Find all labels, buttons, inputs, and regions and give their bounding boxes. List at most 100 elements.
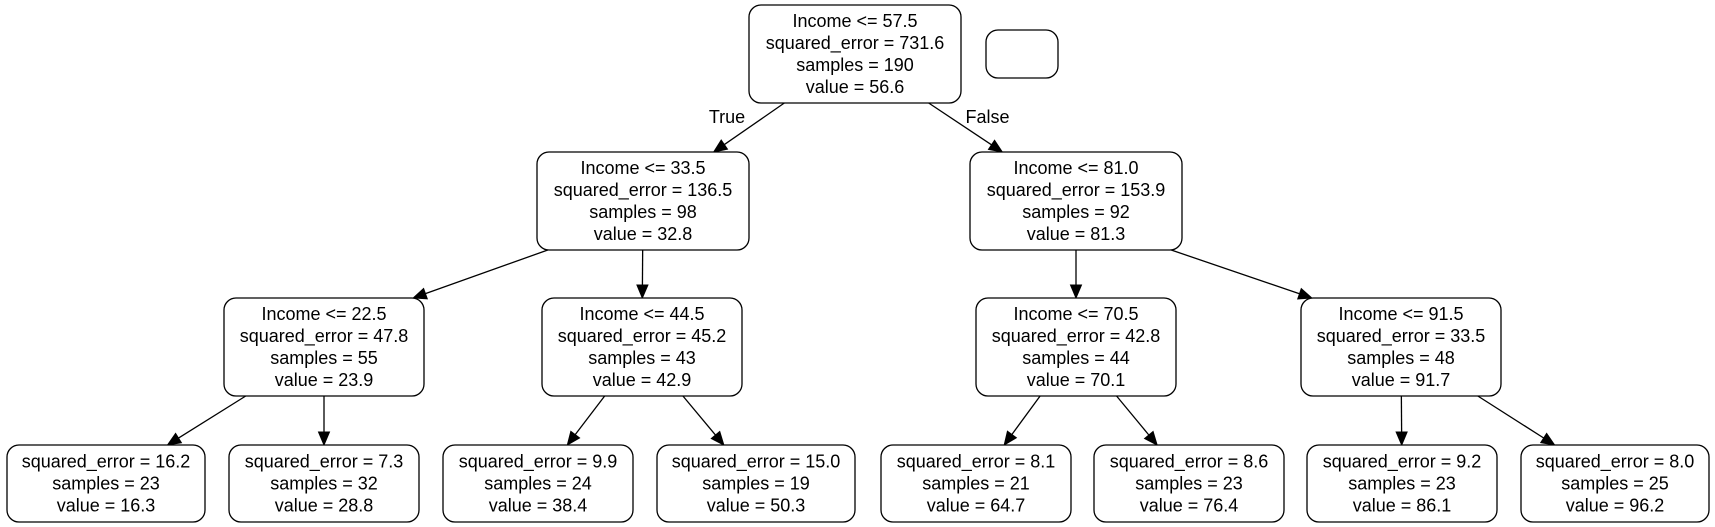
node-text-line: squared_error = 16.2 — [22, 452, 191, 473]
node-text-line: squared_error = 15.0 — [672, 452, 841, 473]
node-text-line: squared_error = 9.9 — [459, 452, 618, 473]
node-box — [1520, 444, 1710, 523]
node-text-line: samples = 43 — [588, 348, 696, 368]
tree-edge — [1170, 249, 1314, 300]
node-box — [223, 297, 425, 397]
node-text-line: squared_error = 153.9 — [987, 180, 1166, 201]
edge-line — [682, 395, 717, 436]
node-text-line: samples = 190 — [796, 55, 914, 75]
node-text-line: samples = 21 — [922, 474, 1030, 494]
edge-label: False — [965, 107, 1009, 127]
node-text-line: samples = 92 — [1022, 202, 1130, 222]
tree-edge — [566, 395, 606, 447]
arrowhead-icon — [987, 139, 1004, 153]
node-box — [975, 297, 1177, 397]
node-box — [969, 151, 1183, 251]
node-text-line: samples = 23 — [1135, 474, 1243, 494]
node-text-line: samples = 23 — [52, 474, 160, 494]
node-text-line: value = 16.3 — [57, 496, 156, 516]
node-box — [1300, 297, 1502, 397]
arrowhead-icon — [1069, 284, 1083, 300]
node-text-line: samples = 23 — [1348, 474, 1456, 494]
node-text-line: samples = 24 — [484, 474, 592, 494]
node-text-line: squared_error = 42.8 — [992, 326, 1161, 347]
node-text-line: samples = 98 — [589, 202, 697, 222]
arrowhead-icon — [317, 431, 331, 447]
arrowhead-icon — [411, 287, 429, 300]
node-box — [541, 297, 743, 397]
node-text-line: samples = 32 — [270, 474, 378, 494]
tree-edge: False — [928, 102, 1010, 153]
tree-edge — [1116, 395, 1158, 446]
tree-edge — [1477, 395, 1556, 446]
edge-label: True — [709, 107, 745, 127]
node-box — [1093, 444, 1285, 523]
node-text-line: value = 76.4 — [1140, 496, 1239, 516]
node-text-line: samples = 25 — [1561, 474, 1669, 494]
edge-line — [1011, 395, 1041, 435]
tree-edge — [411, 249, 549, 300]
legend-box — [985, 29, 1059, 79]
tree-edge — [166, 395, 247, 446]
node-text-line: squared_error = 9.2 — [1323, 452, 1482, 473]
node-text-line: Income <= 57.5 — [792, 11, 917, 31]
node-box — [656, 444, 856, 523]
node-text-line: value = 81.3 — [1027, 224, 1126, 244]
node-box — [6, 444, 206, 523]
edge-line — [1477, 395, 1545, 439]
node-text-line: Income <= 91.5 — [1338, 304, 1463, 324]
edge-line — [574, 395, 606, 436]
arrowhead-icon — [710, 430, 725, 446]
node-text-line: value = 64.7 — [927, 496, 1026, 516]
arrowhead-icon — [166, 432, 183, 446]
node-text-line: value = 96.2 — [1566, 496, 1665, 516]
node-text-line: value = 56.6 — [806, 77, 905, 97]
tree-edge — [317, 396, 331, 447]
node-text-line: value = 28.8 — [275, 496, 374, 516]
tree-edge — [1069, 250, 1083, 300]
node-text-line: Income <= 33.5 — [580, 158, 705, 178]
node-text-line: samples = 19 — [702, 474, 810, 494]
edge-line — [1170, 249, 1300, 295]
node-text-line: squared_error = 33.5 — [1317, 326, 1486, 347]
node-box — [228, 444, 420, 523]
node-text-line: squared_error = 731.6 — [766, 33, 945, 54]
edges-layer: True False — [166, 102, 1556, 447]
arrowhead-icon — [1395, 431, 1408, 447]
node-text-line: value = 42.9 — [593, 370, 692, 390]
node-text-line: Income <= 81.0 — [1013, 158, 1138, 178]
node-box — [442, 444, 634, 523]
node-text-line: squared_error = 136.5 — [554, 180, 733, 201]
node-box — [985, 29, 1059, 79]
node-text-line: value = 38.4 — [489, 496, 588, 516]
node-text-line: squared_error = 8.1 — [897, 452, 1056, 473]
edge-line — [178, 395, 247, 439]
tree-edge — [682, 395, 725, 446]
arrowhead-icon — [1143, 430, 1158, 446]
edge-line — [1116, 395, 1150, 436]
node-text-line: squared_error = 45.2 — [558, 326, 727, 347]
edge-line — [723, 102, 785, 146]
node-box — [880, 444, 1072, 523]
arrowhead-icon — [712, 139, 729, 153]
arrowhead-icon — [566, 430, 581, 447]
node-text-line: value = 23.9 — [275, 370, 374, 390]
arrowhead-icon — [1297, 287, 1314, 300]
tree-edge — [1395, 395, 1408, 447]
node-text-line: Income <= 70.5 — [1013, 304, 1138, 324]
node-text-line: value = 32.8 — [594, 224, 693, 244]
node-box — [1306, 444, 1498, 523]
